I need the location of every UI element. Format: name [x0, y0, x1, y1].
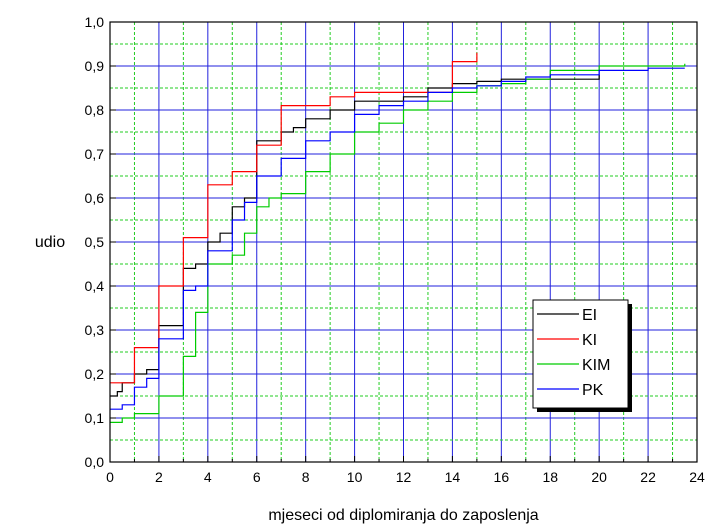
- x-tick-label: 2: [155, 469, 163, 485]
- series-line-kim: [110, 63, 686, 423]
- series-line-ki: [110, 52, 478, 384]
- series-lines: [110, 52, 686, 423]
- tick-marks: [109, 21, 698, 463]
- y-tick-label: 0,9: [85, 58, 105, 74]
- x-tick-label: 14: [445, 469, 461, 485]
- x-tick-label: 4: [204, 469, 212, 485]
- x-tick-label: 12: [396, 469, 412, 485]
- legend: EI KI KIM PK: [532, 299, 632, 412]
- legend-label-kim: KIM: [582, 357, 610, 374]
- legend-label-ei: EI: [582, 307, 597, 324]
- series-line-pk: [110, 67, 685, 410]
- legend-label-ki: KI: [582, 332, 597, 349]
- x-tick-label: 0: [106, 469, 114, 485]
- y-tick-label: 1,0: [85, 14, 105, 30]
- x-tick-label: 22: [640, 469, 656, 485]
- y-tick-label: 0,4: [85, 278, 105, 294]
- x-tick-label: 20: [591, 469, 607, 485]
- y-axis-label: udio: [35, 234, 65, 251]
- y-tick-label: 0,1: [85, 410, 105, 426]
- y-tick-label: 0,3: [85, 322, 105, 338]
- legend-box: [532, 299, 629, 409]
- y-tick-label: 0,7: [85, 146, 105, 162]
- y-tick-label: 0,5: [85, 234, 105, 250]
- x-tick-label: 16: [494, 469, 510, 485]
- x-tick-label: 24: [689, 469, 705, 485]
- legend-label-pk: PK: [582, 382, 604, 399]
- x-tick-labels: 0 2 4 6 8 10 12 14 16 18 20 22 24: [106, 469, 705, 485]
- y-tick-labels: 0,0 0,1 0,2 0,3 0,4 0,5 0,6 0,7 0,8 0,9 1,0: [85, 14, 105, 470]
- y-tick-label: 0,6: [85, 190, 105, 206]
- x-tick-label: 8: [302, 469, 310, 485]
- x-tick-label: 10: [347, 469, 363, 485]
- x-tick-label: 18: [542, 469, 558, 485]
- y-tick-label: 0,0: [85, 454, 105, 470]
- y-tick-label: 0,8: [85, 102, 105, 118]
- x-tick-label: 6: [253, 469, 261, 485]
- x-axis-label: mjeseci od diplomiranja do zaposlenja: [268, 507, 538, 524]
- y-tick-label: 0,2: [85, 366, 105, 382]
